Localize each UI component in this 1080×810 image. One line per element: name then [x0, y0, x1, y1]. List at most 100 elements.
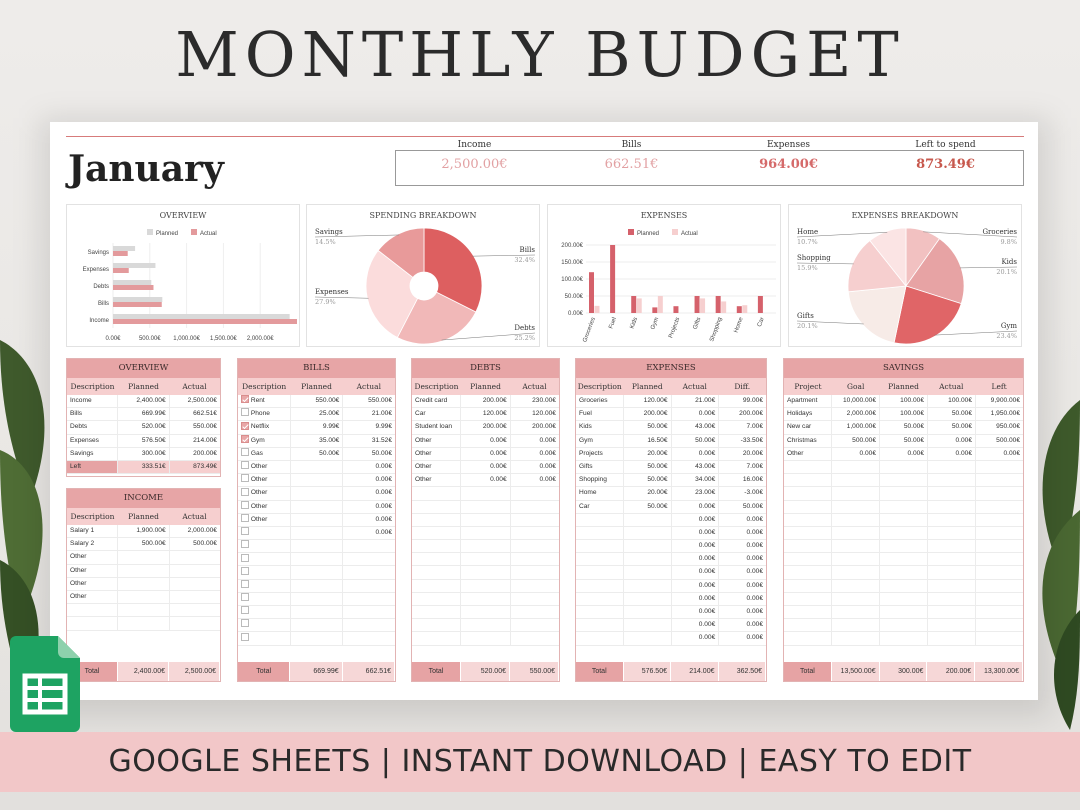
table-cell[interactable]	[170, 551, 220, 563]
table-cell[interactable]	[976, 514, 1023, 526]
table-cell[interactable]: 0.00€	[928, 447, 976, 460]
table-cell[interactable]	[412, 553, 462, 566]
table-cell[interactable]	[928, 592, 976, 605]
table-cell[interactable]	[784, 632, 832, 645]
table-cell[interactable]	[624, 579, 672, 592]
table-cell[interactable]	[412, 606, 462, 619]
table-cell[interactable]: 7.00€	[746, 462, 763, 470]
table-cell[interactable]: 99.00€	[742, 397, 763, 404]
table-cell[interactable]	[832, 513, 880, 526]
table-cell[interactable]	[576, 619, 624, 632]
table-cell[interactable]	[412, 619, 462, 632]
paid-checkbox[interactable]	[241, 395, 249, 404]
table-cell[interactable]	[928, 632, 976, 645]
table-cell[interactable]	[976, 566, 1023, 578]
table-cell[interactable]	[880, 513, 928, 526]
table-cell[interactable]: 0.00€	[461, 474, 511, 487]
bill-description[interactable]: Other	[249, 502, 268, 510]
table-cell[interactable]: Other	[412, 460, 462, 474]
table-cell[interactable]	[976, 474, 1023, 486]
table-cell[interactable]	[784, 460, 832, 474]
table-cell[interactable]: 9.99€	[291, 421, 344, 434]
table-cell[interactable]: 0.00€	[539, 462, 556, 470]
paid-checkbox[interactable]	[241, 487, 249, 496]
table-cell[interactable]	[118, 551, 170, 564]
table-cell[interactable]: 0.00€	[672, 513, 720, 526]
table-cell[interactable]	[412, 526, 462, 540]
table-cell[interactable]: Car	[412, 408, 462, 421]
table-cell[interactable]	[511, 553, 559, 565]
table-cell[interactable]: Debts	[67, 421, 119, 434]
table-cell[interactable]: 0.00€	[461, 447, 511, 460]
table-cell[interactable]	[511, 566, 559, 578]
paid-checkbox[interactable]	[241, 553, 249, 562]
table-cell[interactable]	[784, 606, 832, 619]
table-cell[interactable]	[170, 578, 220, 590]
table-cell[interactable]: 0.00€	[375, 489, 393, 497]
table-cell[interactable]	[976, 580, 1023, 592]
table-cell[interactable]: 500.00€	[832, 434, 880, 447]
table-cell[interactable]: Other	[412, 474, 462, 487]
table-cell[interactable]: 50.00€	[624, 421, 672, 434]
table-cell[interactable]	[928, 619, 976, 632]
table-cell[interactable]	[343, 540, 395, 552]
table-cell[interactable]	[976, 501, 1023, 513]
table-cell[interactable]	[832, 579, 880, 592]
table-cell[interactable]	[784, 513, 832, 526]
table-cell[interactable]: 50.00€	[624, 474, 672, 487]
table-cell[interactable]: 0.00€	[461, 460, 511, 474]
table-cell[interactable]: Salary 2	[67, 538, 119, 551]
table-cell[interactable]: 230.00€	[532, 397, 556, 404]
table-cell[interactable]: 31.52€	[371, 436, 393, 444]
table-cell[interactable]: 120.00€	[532, 410, 556, 418]
table-cell[interactable]	[412, 579, 462, 592]
table-cell[interactable]	[624, 632, 672, 645]
table-cell[interactable]	[291, 500, 344, 513]
table-cell[interactable]: 9.99€	[375, 423, 393, 431]
bill-description[interactable]: Gym	[249, 436, 265, 444]
bill-description[interactable]: Other	[249, 476, 268, 484]
paid-checkbox[interactable]	[241, 606, 249, 615]
paid-checkbox[interactable]	[241, 461, 249, 470]
table-cell[interactable]: 200.00€	[532, 423, 556, 431]
table-cell[interactable]	[880, 553, 928, 566]
table-cell[interactable]	[832, 619, 880, 632]
table-cell[interactable]	[461, 487, 511, 500]
table-cell[interactable]	[412, 632, 462, 645]
table-cell[interactable]	[170, 617, 220, 629]
table-cell[interactable]: Salary 1	[67, 525, 119, 538]
table-cell[interactable]	[928, 500, 976, 513]
table-cell[interactable]	[170, 604, 220, 616]
table-cell[interactable]: 43.00€	[672, 421, 720, 434]
table-cell[interactable]	[624, 513, 672, 526]
paid-checkbox[interactable]	[241, 566, 249, 575]
table-cell[interactable]: Projects	[576, 447, 624, 460]
table-cell[interactable]	[784, 487, 832, 500]
table-cell[interactable]	[461, 566, 511, 579]
table-cell[interactable]: 200.00€	[461, 421, 511, 434]
bill-description[interactable]: Other	[249, 515, 268, 523]
table-cell[interactable]	[784, 553, 832, 566]
table-cell[interactable]: 0.00€	[746, 528, 763, 536]
table-cell[interactable]: 500.00€	[193, 540, 217, 548]
table-cell[interactable]	[343, 632, 395, 644]
table-cell[interactable]: 50.00€	[880, 434, 928, 447]
table-cell[interactable]	[976, 540, 1023, 552]
table-cell[interactable]	[291, 619, 344, 632]
paid-checkbox[interactable]	[241, 632, 249, 641]
paid-checkbox[interactable]	[241, 527, 249, 536]
table-cell[interactable]	[343, 593, 395, 605]
paid-checkbox[interactable]	[241, 448, 249, 456]
table-cell[interactable]	[832, 566, 880, 579]
table-cell[interactable]: 300.00€	[118, 447, 170, 460]
table-cell[interactable]	[511, 501, 559, 513]
table-cell[interactable]	[511, 487, 559, 499]
table-cell[interactable]: 200.00€	[193, 449, 217, 457]
table-cell[interactable]	[832, 540, 880, 553]
table-cell[interactable]: 50.00€	[624, 460, 672, 474]
table-cell[interactable]: 200.00€	[461, 395, 511, 408]
table-cell[interactable]	[832, 500, 880, 513]
table-cell[interactable]	[118, 617, 170, 630]
table-cell[interactable]	[928, 526, 976, 540]
table-cell[interactable]	[976, 553, 1023, 565]
